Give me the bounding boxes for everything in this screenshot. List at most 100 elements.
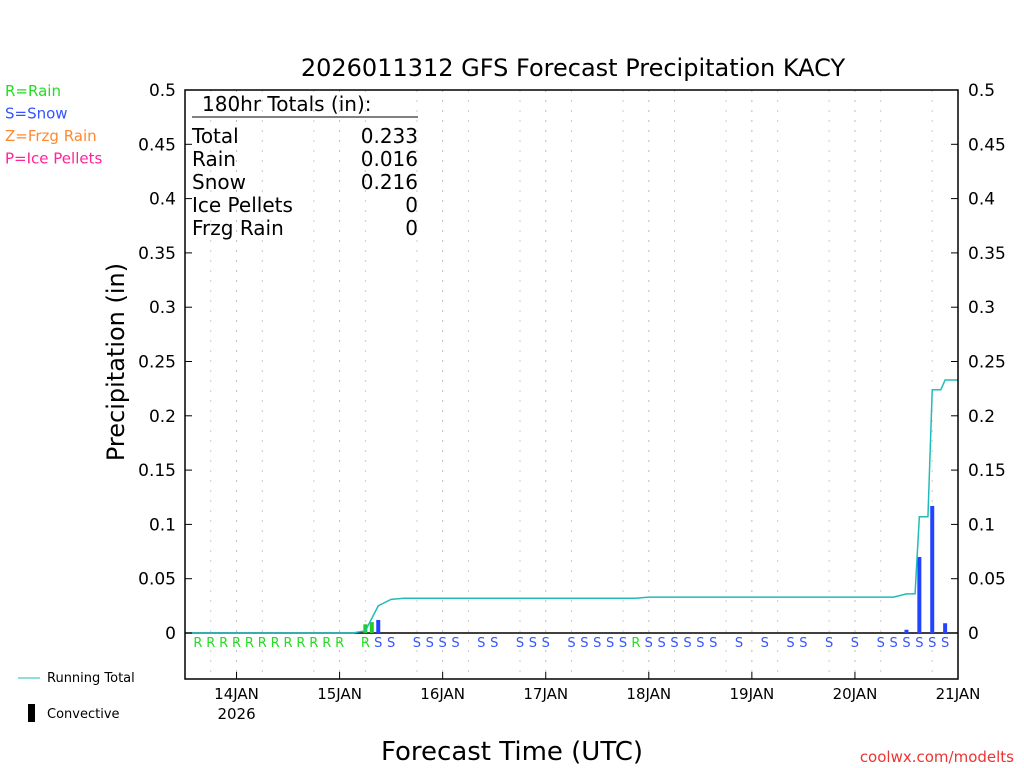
x-axis-label: Forecast Time (UTC)	[381, 737, 643, 767]
ptype-marker: R	[271, 636, 280, 651]
x-tick-label: 19JAN	[729, 685, 774, 703]
ptype-marker: R	[232, 636, 241, 651]
ptype-marker: S	[799, 636, 807, 651]
y-tick-label-right: 0.3	[968, 298, 995, 318]
ptype-marker: S	[426, 636, 434, 651]
y-axis-label: Precipitation (in)	[102, 263, 130, 461]
y-tick-label-right: 0.35	[968, 244, 1006, 264]
y-tick-label-right: 0.25	[968, 353, 1006, 373]
ptype-marker: S	[696, 636, 704, 651]
y-tick-label: 0.5	[149, 81, 176, 101]
ptype-legend-item: S=Snow	[5, 105, 68, 123]
totals-value: 0	[405, 193, 418, 217]
precip-bar	[363, 624, 368, 633]
y-tick-label-right: 0.05	[968, 570, 1006, 590]
ptype-marker: S	[413, 636, 421, 651]
precip-bar	[376, 619, 381, 633]
running-total-line	[185, 379, 958, 634]
ptype-marker: S	[529, 636, 537, 651]
ptype-marker: R	[296, 636, 305, 651]
y-tick-label: 0.15	[138, 461, 176, 481]
ptype-marker: S	[851, 636, 859, 651]
ptype-marker: S	[645, 636, 653, 651]
ptype-legend-item: Z=Frzg Rain	[5, 127, 97, 145]
totals-label: Snow	[192, 170, 246, 194]
ptype-legend-item: R=Rain	[5, 82, 61, 100]
plot-frame	[184, 89, 959, 680]
totals-label: Ice Pellets	[192, 193, 293, 217]
precip-bar	[904, 629, 909, 633]
y-tick-label: 0.25	[138, 353, 176, 373]
chart-title: 2026011312 GFS Forecast Precipitation KA…	[301, 54, 846, 82]
ptype-marker: R	[631, 636, 640, 651]
ptype-marker: S	[593, 636, 601, 651]
ptype-marker: S	[542, 636, 550, 651]
ptype-legend-item: P=Ice Pellets	[5, 150, 102, 168]
ptype-marker: S	[941, 636, 949, 651]
ptype-marker: S	[709, 636, 717, 651]
totals-label: Rain	[192, 147, 236, 171]
y-tick-label: 0.35	[138, 244, 176, 264]
ptype-marker: R	[258, 636, 267, 651]
x-tick-label: 20JAN	[833, 685, 878, 703]
y-tick-label-right: 0.4	[968, 190, 995, 210]
ptype-marker: R	[335, 636, 344, 651]
credit-text: coolwx.com/modelts	[860, 748, 1014, 766]
x-tick-label: 21JAN	[936, 685, 981, 703]
ptype-marker: R	[361, 636, 370, 651]
totals-value: 0.233	[361, 124, 418, 148]
ptype-marker: R	[322, 636, 331, 651]
y-tick-label-right: 0.5	[968, 81, 995, 101]
y-tick-label-right: 0	[968, 624, 979, 644]
ptype-marker: R	[309, 636, 318, 651]
y-tick-label-right: 0.2	[968, 407, 995, 427]
ptype-marker: S	[490, 636, 498, 651]
ptype-marker: S	[889, 636, 897, 651]
ptype-marker: R	[193, 636, 202, 651]
convective-swatch	[28, 704, 35, 722]
ptype-marker: S	[915, 636, 923, 651]
ptype-marker: S	[683, 636, 691, 651]
running-total-legend: Running Total	[47, 671, 135, 686]
ptype-marker: S	[516, 636, 524, 651]
convective-legend: Convective	[47, 707, 120, 722]
y-tick-label-right: 0.1	[968, 515, 995, 535]
totals-value: 0.216	[361, 170, 418, 194]
ptype-marker: R	[284, 636, 293, 651]
y-tick-label: 0.1	[149, 515, 176, 535]
ptype-marker: S	[606, 636, 614, 651]
ptype-marker: R	[206, 636, 215, 651]
ptype-marker: R	[219, 636, 228, 651]
ptype-marker: S	[619, 636, 627, 651]
ptype-marker: R	[245, 636, 254, 651]
precip-bar	[369, 622, 374, 633]
ptype-marker: S	[786, 636, 794, 651]
ptype-marker: S	[735, 636, 743, 651]
y-tick-label: 0.4	[149, 190, 176, 210]
ptype-marker: S	[439, 636, 447, 651]
totals-label: Frzg Rain	[192, 216, 284, 240]
y-tick-label: 0.05	[138, 570, 176, 590]
x-tick-label: 17JAN	[523, 685, 568, 703]
totals-header: 180hr Totals (in):	[202, 92, 372, 116]
ptype-marker: S	[451, 636, 459, 651]
ptype-marker: S	[567, 636, 575, 651]
precip-bar	[917, 556, 922, 633]
ptype-marker: S	[580, 636, 588, 651]
y-tick-label-right: 0.45	[968, 135, 1006, 155]
ptype-marker: S	[928, 636, 936, 651]
y-tick-label: 0.3	[149, 298, 176, 318]
ptype-marker: S	[761, 636, 769, 651]
x-tick-year: 2026	[217, 705, 255, 723]
ptype-marker: S	[902, 636, 910, 651]
y-tick-label: 0.2	[149, 407, 176, 427]
ptype-marker: S	[658, 636, 666, 651]
x-tick-label: 16JAN	[420, 685, 465, 703]
ptype-marker: S	[477, 636, 485, 651]
ptype-marker: S	[825, 636, 833, 651]
x-tick-label: 14JAN	[214, 685, 259, 703]
precip-bar	[930, 505, 935, 633]
ptype-marker: S	[670, 636, 678, 651]
totals-value: 0.016	[361, 147, 418, 171]
